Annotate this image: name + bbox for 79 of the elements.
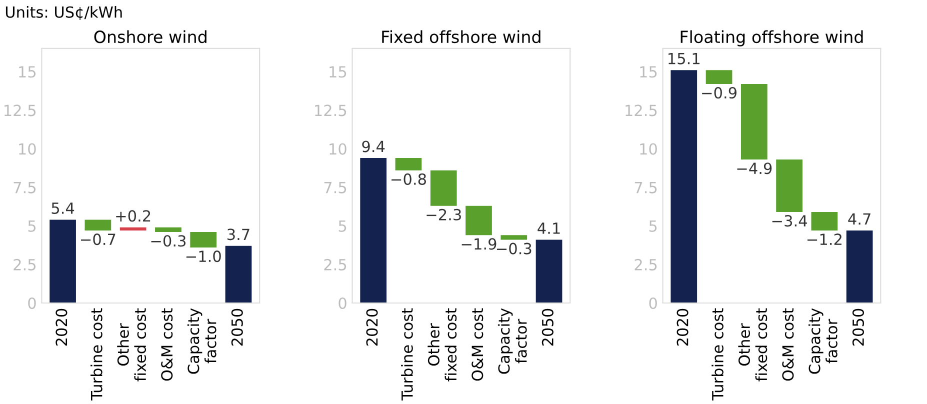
x-tick-label: 2050 bbox=[542, 308, 554, 346]
data-label: +0.2 bbox=[116, 210, 150, 222]
data-label: 9.4 bbox=[362, 140, 385, 152]
x-tick-label: 2050 bbox=[852, 308, 864, 346]
y-tick-label: 0 bbox=[28, 297, 36, 310]
data-label: −4.9 bbox=[737, 162, 772, 174]
y-tick-label: 0 bbox=[649, 297, 657, 310]
bar bbox=[84, 220, 112, 230]
x-tick-label: 2020 bbox=[676, 308, 688, 346]
x-tick-label: O&M cost bbox=[472, 308, 484, 381]
chart-title: Fixed offshore wind bbox=[382, 30, 540, 44]
x-tick-label: 2020 bbox=[56, 308, 68, 346]
y-tick-label: 2.5 bbox=[324, 258, 346, 270]
data-label: 4.1 bbox=[538, 222, 560, 234]
x-tick-label: Capacity factor bbox=[187, 308, 216, 374]
data-label: 4.7 bbox=[848, 213, 870, 225]
y-tick-label: 10 bbox=[640, 143, 657, 155]
x-tick-label: 2020 bbox=[366, 308, 378, 346]
bar bbox=[395, 158, 422, 170]
y-tick-label: 12.5 bbox=[626, 104, 657, 116]
x-tick-label: Capacity factor bbox=[808, 308, 838, 374]
x-tick-label: Other fixed cost bbox=[117, 308, 146, 382]
y-tick-label: 12.5 bbox=[4, 104, 36, 116]
x-tick-label: Capacity factor bbox=[498, 308, 527, 374]
bar bbox=[536, 240, 562, 303]
data-label: −1.9 bbox=[462, 238, 496, 250]
bar bbox=[360, 158, 387, 303]
chart-title: Floating offshore wind bbox=[680, 30, 863, 46]
chart-title: Onshore wind bbox=[94, 30, 206, 44]
x-tick-label: Other fixed cost bbox=[428, 308, 457, 382]
y-tick-label: 15 bbox=[19, 66, 36, 78]
data-label: −1.2 bbox=[808, 234, 842, 245]
data-label: −2.3 bbox=[426, 208, 461, 220]
data-label: −0.3 bbox=[496, 242, 532, 254]
y-tick-label: 7.5 bbox=[14, 182, 36, 194]
data-label: −3.4 bbox=[772, 215, 807, 227]
data-label: −0.9 bbox=[702, 87, 736, 99]
bar bbox=[225, 246, 252, 303]
bar bbox=[500, 235, 528, 240]
x-tick-label: Turbine cost bbox=[401, 308, 413, 400]
y-tick-label: 15 bbox=[330, 66, 346, 78]
bar bbox=[811, 212, 838, 230]
bar bbox=[466, 206, 492, 236]
y-tick-label: 7.5 bbox=[324, 182, 346, 194]
data-label: −0.3 bbox=[151, 235, 186, 247]
data-label: −1.0 bbox=[186, 250, 221, 262]
y-tick-label: 7.5 bbox=[634, 182, 657, 194]
bar bbox=[120, 227, 146, 230]
data-label: 5.4 bbox=[52, 202, 74, 214]
y-tick-label: 10 bbox=[19, 143, 36, 155]
x-tick-label: Turbine cost bbox=[712, 308, 724, 400]
data-label: −0.8 bbox=[392, 173, 426, 185]
bar bbox=[776, 160, 802, 212]
x-tick-label: 2050 bbox=[231, 308, 243, 346]
bar bbox=[740, 84, 768, 160]
y-tick-label: 5 bbox=[649, 220, 657, 232]
y-tick-label: 10 bbox=[330, 143, 346, 155]
x-tick-label: O&M cost bbox=[782, 308, 794, 381]
bar bbox=[155, 227, 182, 232]
bar bbox=[670, 70, 698, 303]
bar bbox=[50, 220, 76, 303]
data-label: −0.7 bbox=[81, 234, 116, 246]
y-tick-label: 2.5 bbox=[634, 258, 657, 270]
x-tick-label: O&M cost bbox=[161, 308, 173, 381]
x-tick-label: Other fixed cost bbox=[738, 308, 768, 382]
x-tick-label: Turbine cost bbox=[90, 308, 102, 400]
y-tick-label: 12.5 bbox=[315, 104, 346, 116]
y-tick-label: 5 bbox=[28, 220, 36, 232]
text: Units: US¢/kWh bbox=[6, 6, 122, 20]
y-tick-label: 15 bbox=[640, 66, 657, 78]
bar bbox=[846, 230, 873, 303]
y-tick-label: 5 bbox=[338, 220, 346, 232]
bar bbox=[430, 170, 457, 206]
data-label: 3.7 bbox=[227, 228, 250, 240]
y-tick-label: 2.5 bbox=[14, 258, 36, 270]
data-label: 15.1 bbox=[668, 52, 700, 64]
bar bbox=[190, 232, 217, 248]
bar bbox=[706, 70, 732, 84]
y-tick-label: 0 bbox=[338, 297, 346, 310]
